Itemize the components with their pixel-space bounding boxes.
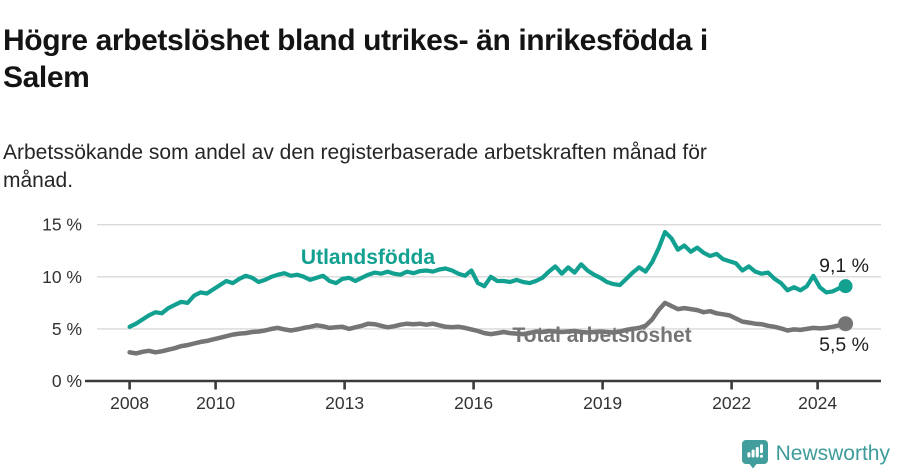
bar-3 xyxy=(755,447,759,458)
bar-1 xyxy=(747,452,751,458)
x-axis-tick-labels: 2008 2010 2013 2016 2019 2022 2024 xyxy=(110,393,837,413)
newsworthy-logo: Newsworthy xyxy=(741,439,890,469)
newsworthy-brand-text: Newsworthy xyxy=(775,442,890,465)
label-utlandsfodda: Utlandsfödda xyxy=(301,246,435,269)
x-tick-label: 2010 xyxy=(196,393,235,413)
end-dot-total xyxy=(838,316,854,332)
title-line-1: Högre arbetslöshet bland utrikes- än inr… xyxy=(3,24,708,58)
x-tick-label: 2013 xyxy=(325,393,364,413)
y-tick-label: 10 % xyxy=(42,267,82,287)
page-title: Högre arbetslöshet bland utrikes- än inr… xyxy=(3,22,893,96)
line-utlandsfodda xyxy=(127,229,848,329)
label-total-arbetsloshet: Total arbetslöshet xyxy=(512,324,691,347)
end-value-total: 5,5 % xyxy=(819,334,869,356)
subtitle-line-1: Arbetssökande som andel av den registerb… xyxy=(3,141,707,164)
y-tick-label: 15 % xyxy=(42,215,82,235)
x-tick-label: 2008 xyxy=(110,393,149,413)
bar-2 xyxy=(751,449,755,458)
y-tick-label: 5 % xyxy=(52,319,82,339)
exclamation-bar xyxy=(759,444,763,454)
end-value-utlandsfodda: 9,1 % xyxy=(819,255,869,277)
chart-subtitle: Arbetssökande som andel av den registerb… xyxy=(3,139,843,195)
line-total-arbetsloshet xyxy=(127,300,848,356)
speech-bubble-shape xyxy=(741,440,768,469)
title-line-2: Salem xyxy=(3,61,90,95)
y-tick-label: 0 % xyxy=(52,371,82,391)
end-dot-utlandsfodda xyxy=(838,279,853,294)
x-axis-ticks xyxy=(128,381,819,390)
x-tick-label: 2016 xyxy=(454,393,493,413)
exclamation-dot xyxy=(759,454,763,458)
newsworthy-bubble-icon xyxy=(741,440,768,469)
y-axis-labels: 0 % 5 % 10 % 15 % xyxy=(42,215,82,391)
x-tick-label: 2019 xyxy=(583,393,622,413)
x-tick-label: 2022 xyxy=(712,393,751,413)
subtitle-line-2: månad. xyxy=(3,169,74,192)
x-tick-label: 2024 xyxy=(798,393,837,413)
